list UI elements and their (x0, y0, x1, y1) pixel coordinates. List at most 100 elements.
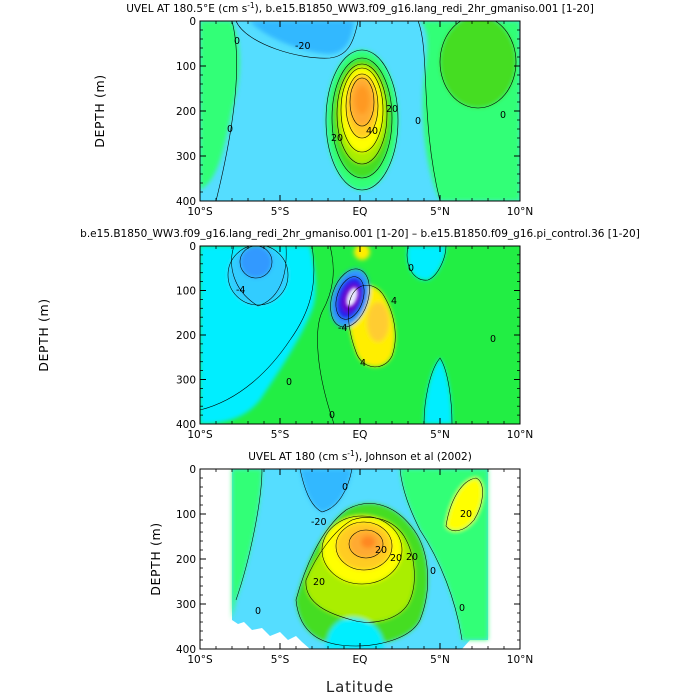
panel-3-contour-line (305, 517, 415, 623)
y-tick-label: 100 (176, 286, 196, 298)
y-tick-label: 400 (176, 644, 196, 656)
panel-2-contour-line (406, 246, 447, 281)
panel-1-contour-label: 0 (227, 124, 233, 135)
x-tick-label: 5°N (430, 654, 450, 666)
panel-3-field (200, 469, 520, 649)
panel-2-pos-core (367, 302, 389, 342)
panel-3-contour-line (335, 521, 393, 571)
panel-2-dipole-core (346, 287, 358, 307)
panel-2-contour-line (330, 268, 370, 328)
panel-3-contour-line (299, 469, 353, 513)
panel-1-contour-label: 20 (331, 133, 343, 144)
panel-3-contour-labels: -20 20 20 20 20 20 0 0 0 0 (255, 482, 472, 617)
panel-1-contour-labels: -20 20 40 20 0 0 0 0 (227, 36, 506, 144)
panel-1-contour-line (349, 77, 375, 127)
y-tick-label: 0 (189, 16, 196, 28)
panel-3: UVEL AT 180 (cm s-1), Johnson et al (200… (148, 449, 521, 650)
panel-3-euc-core (361, 536, 375, 548)
panel-2-contour-label: 0 (286, 377, 292, 388)
y-tick-label: 200 (176, 554, 196, 566)
panel-3-contour-label: -20 (311, 517, 327, 528)
panel-1-contour-label: 0 (415, 116, 421, 127)
panel-3-westward-tongue (300, 469, 352, 512)
y-tick-label: 200 (176, 106, 196, 118)
x-tick-label: 5°S (271, 206, 290, 218)
y-tick-label: 100 (176, 61, 196, 73)
panel-2-title: b.e15.B1850_WW3.f09_g16.lang_redi_2hr_gm… (80, 228, 640, 240)
panel-3-yellow-patch-north (446, 478, 483, 531)
panel-2-field (200, 246, 520, 424)
panel-2-contour-line (335, 276, 365, 320)
panel-3-contour-label: 20 (313, 577, 325, 588)
y-tick-label: 300 (176, 151, 196, 163)
panel-2-contour-line (317, 246, 335, 424)
panel-1-contour-label: 0 (234, 36, 240, 47)
x-tick-label: 5°S (271, 654, 290, 666)
panel-2-contour-label: 4 (360, 358, 366, 369)
panel-2-ylabel: DEPTH (m) (36, 298, 51, 371)
panel-2-contour-label: -4 (236, 285, 245, 296)
y-tick-label: 0 (189, 241, 196, 253)
panel-3-contour-label: 0 (459, 603, 465, 614)
y-tick-label: 0 (189, 464, 196, 476)
panel-2-contour-line (239, 246, 273, 279)
panel-1-green-west (200, 21, 240, 190)
panel-1-contour-label: 0 (500, 110, 506, 121)
panel-1-contour-line (439, 21, 517, 109)
panel-3-contour-line (321, 515, 403, 585)
y-tick-label: 400 (176, 196, 196, 208)
panel-1-contour-label: 20 (386, 104, 398, 115)
panel-1-contour-line (235, 21, 359, 59)
panel-3-contour-line (295, 503, 428, 647)
panel-1-green-nhump (440, 21, 516, 108)
panel-2-neg-south (424, 358, 452, 424)
panel-1-contour-line (325, 49, 399, 191)
panel-2-negative-region (200, 246, 316, 424)
panel-1-contour-line (417, 21, 441, 201)
x-tick-label: 5°S (271, 429, 290, 441)
panel-3-contour-label: 0 (255, 606, 261, 617)
x-tick-label: EQ (353, 654, 368, 666)
x-tick-label: EQ (353, 429, 368, 441)
panel-2-contour-labels: -4 4 -4 4 0 0 0 0 (236, 263, 496, 421)
x-tick-label: EQ (353, 206, 368, 218)
panel-2-contour-label: -4 (338, 323, 347, 334)
y-tick-label: 100 (176, 509, 196, 521)
panel-3-contour-line (348, 529, 384, 559)
panel-3-contour-label: 20 (390, 553, 402, 564)
panel-1-contour-label: 40 (366, 126, 378, 137)
panel-2-contour-line (200, 246, 315, 411)
panel-3-title: UVEL AT 180 (cm s-1), Johnson et al (200… (248, 449, 472, 463)
panel-2-contour-label: 0 (490, 334, 496, 345)
panel-1-contour-line (340, 67, 384, 153)
x-axis-label: Latitude (326, 678, 394, 696)
panel-1-contour-line (345, 73, 379, 139)
panel-2-contour-line (423, 357, 453, 424)
panel-1-title: UVEL AT 180.5°E (cm s-1), b.e15.B1850_WW… (126, 1, 594, 15)
panel-1: UVEL AT 180.5°E (cm s-1), b.e15.B1850_WW… (92, 1, 594, 202)
panel-3-green-west (232, 469, 262, 620)
y-tick-label: 400 (176, 419, 196, 431)
panel-3-contour-label: 20 (375, 545, 387, 556)
panel-2-pos-north (354, 246, 370, 260)
panel-3-contour-label: 20 (406, 552, 418, 563)
panel-1-contour-line (331, 57, 393, 179)
panel-1-ylabel: DEPTH (m) (92, 74, 107, 147)
panel-2-neg-deeper (240, 246, 272, 278)
x-tick-label: 5°N (430, 429, 450, 441)
panel-2-contour-line (348, 284, 396, 368)
panel-3-contour-label: 0 (430, 566, 436, 577)
panel-2-contour-label: 0 (329, 410, 335, 421)
panel-3-contour-label: 20 (460, 509, 472, 520)
panel-1-contour-label: -20 (295, 41, 311, 52)
y-tick-label: 300 (176, 599, 196, 611)
panel-2-contour-label: 0 (408, 263, 414, 274)
panel-2-contour-line (227, 246, 289, 306)
x-tick-label: 10°S (187, 654, 213, 666)
x-tick-label: 10°N (507, 206, 533, 218)
y-tick-label: 200 (176, 330, 196, 342)
panel-1-euc-core (355, 86, 369, 114)
panel-3-contour-line (399, 469, 463, 641)
x-tick-label: 5°N (430, 206, 450, 218)
